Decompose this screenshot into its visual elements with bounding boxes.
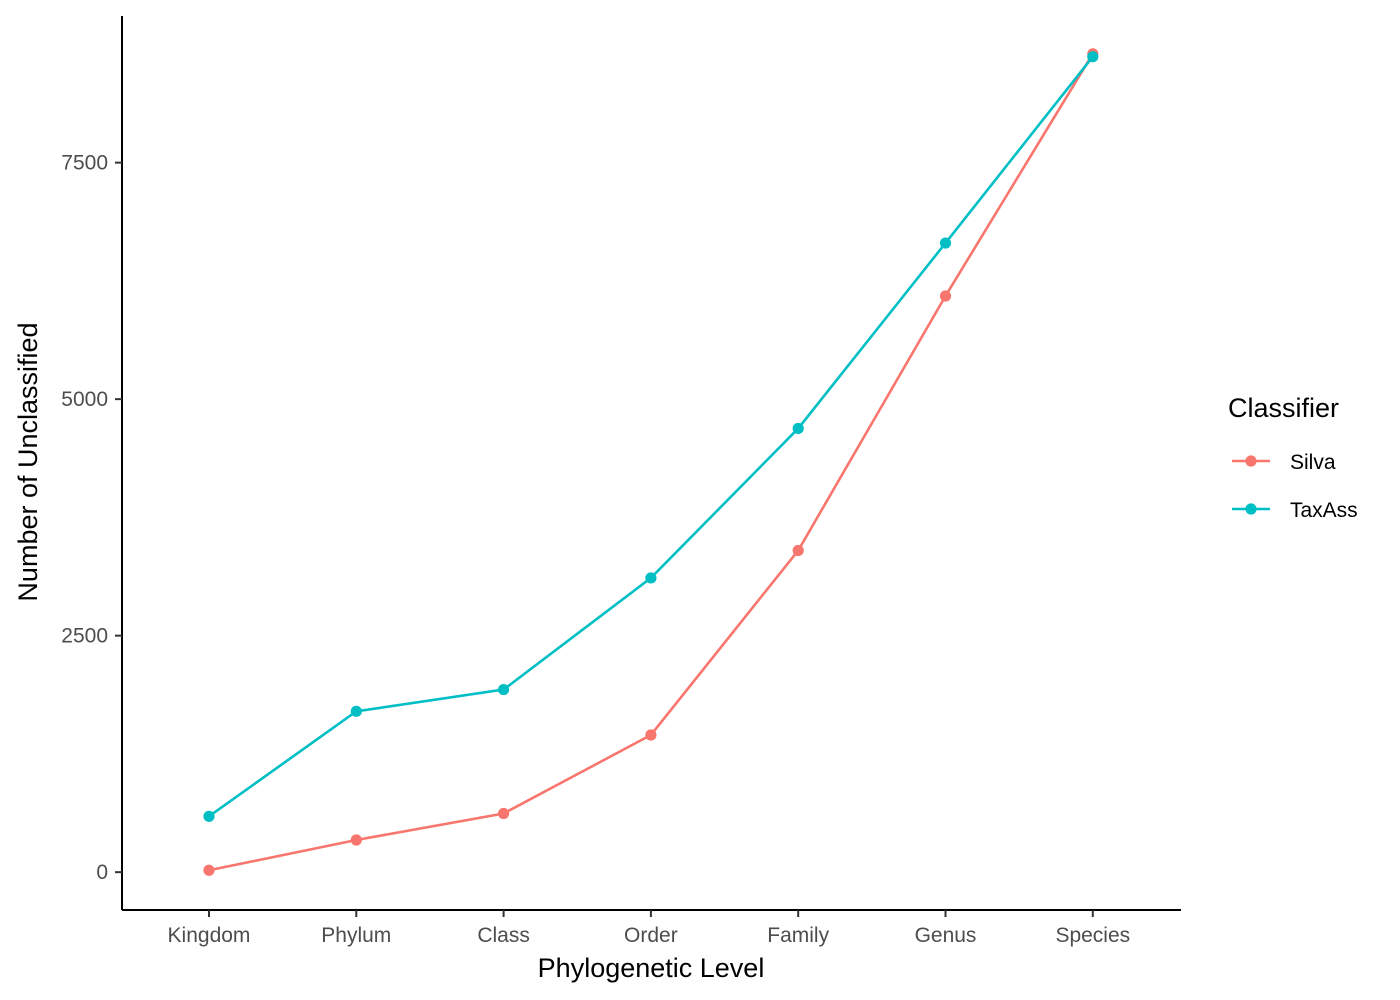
- point-silva-phylum: [350, 834, 362, 846]
- point-taxass-species: [1087, 51, 1099, 63]
- point-taxass-genus: [939, 237, 952, 249]
- series-layer: [203, 48, 1099, 876]
- point-taxass-class: [498, 683, 510, 696]
- series-line-silva: [208, 53, 1094, 872]
- x-tick-label-order: Order: [624, 924, 678, 947]
- legend-key-point-taxass: [1245, 503, 1257, 515]
- point-taxass-family: [792, 422, 804, 435]
- x-tick-label-species: Species: [1055, 924, 1130, 947]
- series-line-taxass: [208, 55, 1094, 818]
- point-silva-genus: [939, 290, 952, 302]
- point-silva-kingdom: [203, 864, 215, 876]
- x-tick-label-genus: Genus: [915, 924, 977, 947]
- x-tick-label-phylum: Phylum: [321, 924, 391, 947]
- point-taxass-order: [645, 572, 657, 584]
- x-axis-ticks: Kingdom Phylum Class Order Family Genus Specie…: [168, 910, 1130, 947]
- point-silva-class: [498, 807, 510, 820]
- point-silva-order: [645, 729, 657, 741]
- y-tick-label: 7500: [61, 152, 108, 175]
- legend-label-taxass: TaxAss: [1290, 499, 1358, 522]
- y-tick-label: 0: [96, 861, 108, 884]
- y-axis-title: Number of Unclassified: [13, 322, 43, 601]
- point-taxass-kingdom: [203, 810, 215, 822]
- point-silva-family: [792, 544, 804, 557]
- y-tick-label: 2500: [61, 625, 108, 648]
- x-tick-label-kingdom: Kingdom: [168, 924, 251, 947]
- y-tick-label: 5000: [61, 388, 108, 411]
- x-tick-label-family: Family: [767, 924, 829, 947]
- x-axis-title: Phylogenetic Level: [538, 953, 765, 983]
- legend-key-point-silva: [1245, 455, 1257, 467]
- y-axis-ticks: 0 2500 5000 7500: [61, 152, 122, 884]
- x-tick-label-class: Class: [477, 924, 530, 947]
- legend-label-silva: Silva: [1290, 451, 1336, 474]
- legend-title: Classifier: [1228, 393, 1339, 423]
- point-taxass-phylum: [350, 705, 362, 717]
- legend: Classifier Silva TaxAss: [1228, 393, 1358, 522]
